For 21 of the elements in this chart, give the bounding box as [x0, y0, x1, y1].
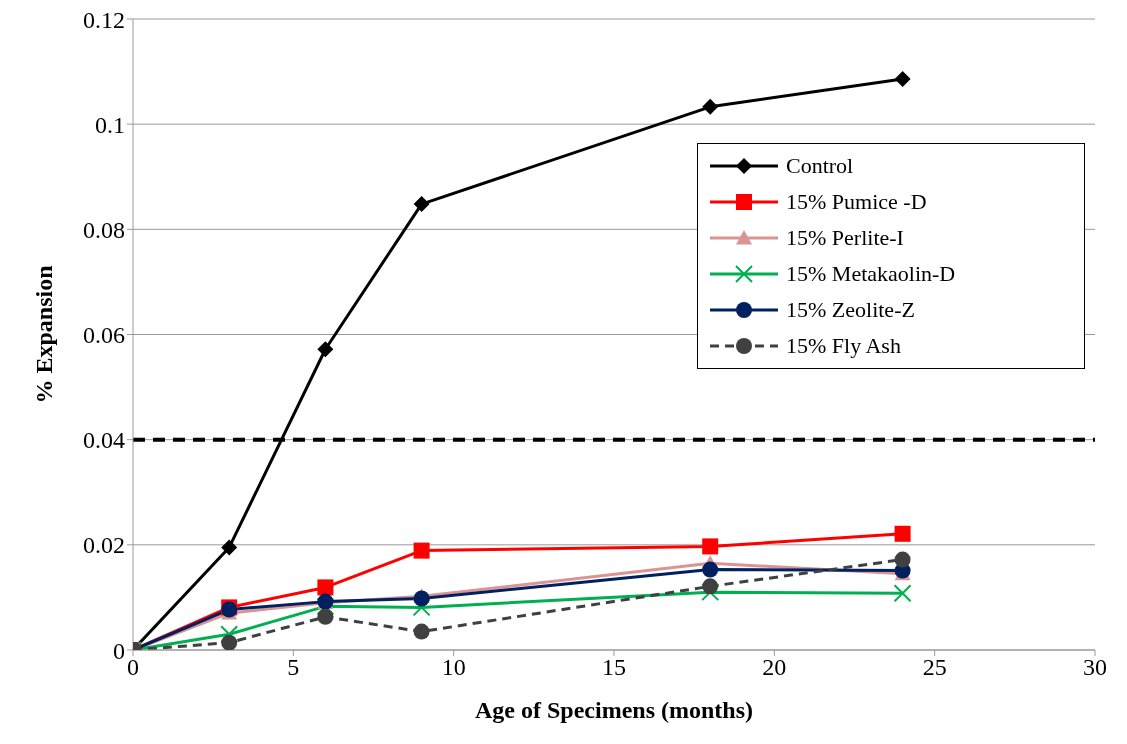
y-tick-label: 0.04	[83, 427, 125, 454]
x-tick-label: 30	[1083, 654, 1107, 681]
y-tick-label: 0.06	[83, 322, 125, 349]
legend-label: 15% Zeolite-Z	[786, 297, 915, 323]
x-tick-label: 25	[922, 654, 947, 681]
x-tick-label: 5	[287, 654, 300, 681]
y-tick-label: 0.12	[83, 6, 125, 33]
x-tick-label: 10	[441, 654, 466, 681]
legend-label: 15% Perlite-I	[786, 225, 904, 251]
y-tick-label: 0	[113, 637, 125, 664]
legend-label: 15% Pumice -D	[786, 189, 927, 215]
x-tick-label: 20	[762, 654, 787, 681]
y-axis-title: % Expansion	[30, 265, 57, 404]
legend-label: Control	[786, 153, 854, 179]
x-axis-title: Age of Specimens (months)	[475, 697, 753, 723]
y-tick-label: 0.1	[95, 111, 125, 138]
y-tick-label: 0.02	[83, 532, 125, 559]
x-tick-label: 15	[602, 654, 626, 681]
legend-label: 15% Fly Ash	[786, 333, 901, 359]
legend-label: 15% Metakaolin-D	[786, 261, 956, 287]
y-tick-label: 0.08	[83, 216, 125, 243]
